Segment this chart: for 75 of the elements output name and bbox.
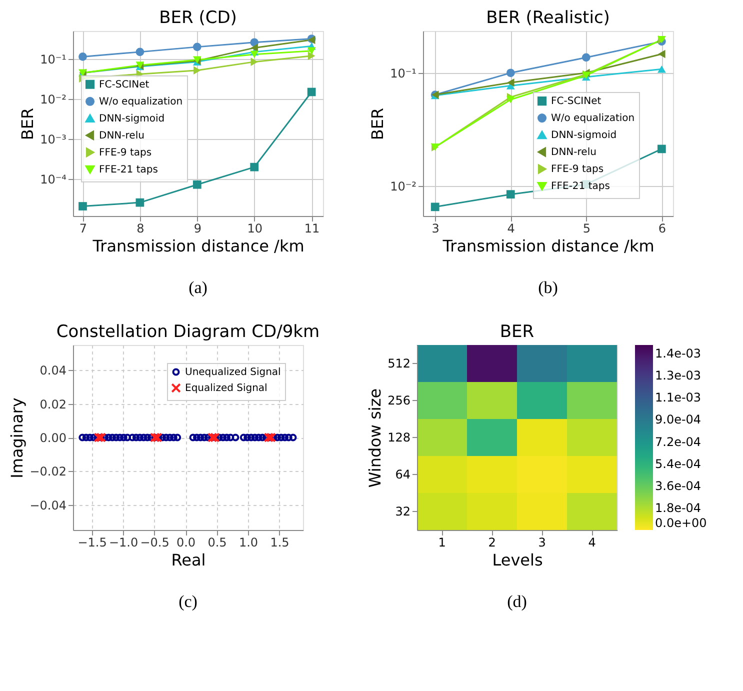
color-bar-label: 1.3e-03: [655, 368, 702, 383]
chart-title: BER: [500, 322, 534, 342]
x-tick-label: 3: [432, 222, 440, 236]
y-tick-label: 128: [388, 430, 410, 444]
x-axis-title: Levels: [492, 550, 543, 570]
legend-label: W/o equalization: [99, 96, 183, 108]
legend-label: W/o equalization: [551, 113, 635, 124]
y-tick-label: 10⁻³: [40, 132, 67, 147]
x-tick-label: 8: [136, 222, 144, 236]
text: (c): [178, 592, 198, 611]
x-tick-label: 1.0: [238, 536, 258, 550]
x-tick-label: 4: [507, 222, 515, 236]
color-bar-label: 5.4e-04: [655, 456, 702, 471]
text: (a): [188, 278, 208, 297]
y-tick-label: 10⁻²: [390, 179, 417, 194]
color-bar-label: 0.0e+00: [655, 516, 707, 530]
x-tick-label: 5: [582, 222, 590, 236]
y-tick-label: 64: [395, 468, 410, 482]
color-bar-label: 3.6e-04: [655, 478, 702, 493]
chart-title: BER (CD): [159, 8, 237, 28]
x-tick-label: −1.0: [108, 536, 138, 550]
legend-label: FC-SCINet: [99, 79, 150, 90]
x-tick-label: 9: [194, 222, 202, 236]
x-tick-label: 1: [438, 536, 446, 550]
y-axis-title: BER: [368, 108, 388, 140]
x-axis-title: Real: [171, 550, 206, 570]
y-tick-label: −0.04: [30, 498, 66, 512]
y-tick-label: 10⁻¹: [40, 52, 67, 66]
y-axis-title: Imaginary: [8, 398, 27, 478]
legend-label: FFE-9 taps: [551, 164, 604, 176]
chart-title: BER (Realistic): [486, 8, 610, 28]
x-tick-label: 0.0: [176, 536, 196, 550]
legend-label: FC-SCINet: [551, 96, 602, 108]
x-tick-label: 0.5: [208, 536, 227, 550]
y-tick-label: 10⁻⁴: [40, 172, 67, 187]
x-tick-label: −0.5: [140, 536, 170, 550]
legend-label: DNN-sigmoid: [99, 113, 165, 124]
y-tick-label: 512: [388, 356, 410, 370]
y-tick-label: 0.00: [40, 431, 66, 445]
x-tick-label: 7: [79, 222, 88, 236]
y-tick-label: 256: [388, 394, 410, 408]
color-bar-label: 9.0e-04: [655, 412, 702, 427]
color-bar-label: 1.1e-03: [655, 390, 702, 405]
legend-label: FFE-21 taps: [551, 181, 610, 192]
text: (d): [507, 592, 527, 611]
x-tick-label: 6: [658, 222, 666, 236]
y-axis-title: BER: [18, 108, 38, 140]
x-tick-label: 2: [488, 536, 496, 550]
y-tick-label: 0.02: [40, 397, 66, 412]
legend-label: FFE-9 taps: [99, 147, 152, 158]
legend-label: FFE-21 taps: [99, 164, 158, 176]
y-tick-label: −0.02: [30, 464, 66, 479]
legend-label: DNN-relu: [551, 147, 596, 158]
y-tick-label: 10⁻²: [40, 92, 67, 107]
text: (b): [538, 278, 558, 297]
x-axis-title: Transmission distance /km: [442, 236, 654, 256]
x-tick-label: 3: [538, 536, 546, 550]
x-tick-label: 11: [304, 222, 320, 236]
legend-label: DNN-relu: [99, 130, 144, 142]
x-tick-label: 4: [588, 536, 596, 550]
x-axis-title: Transmission distance /km: [92, 236, 304, 256]
legend-label: Equalized Signal: [185, 383, 268, 394]
y-tick-label: 0.04: [40, 364, 66, 378]
x-tick-label: 10: [247, 222, 262, 236]
legend-label: DNN-sigmoid: [551, 130, 617, 142]
chart-title: Constellation Diagram CD/9km: [56, 322, 320, 342]
color-bar-label: 7.2e-04: [655, 434, 702, 449]
legend-label: Unequalized Signal: [185, 367, 281, 378]
x-tick-label: −1.5: [78, 536, 107, 550]
color-bar-label: 1.4e-03: [655, 346, 702, 361]
y-axis-title: Window size: [366, 388, 385, 488]
y-tick-label: 32: [395, 504, 410, 518]
color-bar-label: 1.8e-04: [655, 500, 702, 515]
x-tick-label: 1.5: [270, 536, 290, 550]
y-tick-label: 10⁻¹: [390, 66, 417, 80]
